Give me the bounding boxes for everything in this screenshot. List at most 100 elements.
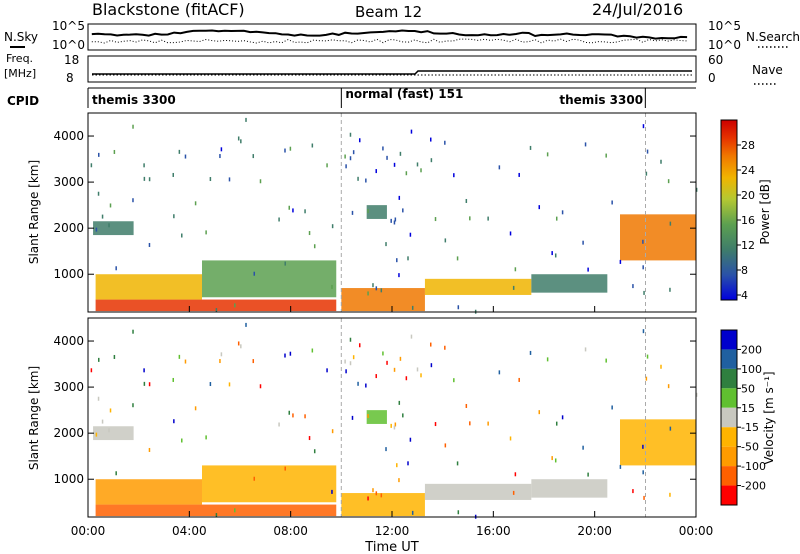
power-echo-region-7 xyxy=(366,205,387,219)
power-cbar-tick-label: 28 xyxy=(741,139,755,152)
power-cbar-tick-label: 16 xyxy=(741,214,755,227)
power-scatter-echo xyxy=(240,139,242,144)
velocity-scatter-echo xyxy=(284,466,286,471)
velocity-scatter-echo xyxy=(326,368,328,373)
power-scatter-echo xyxy=(619,259,622,264)
power-echo-region-8 xyxy=(620,214,696,261)
power-scatter-echo xyxy=(584,142,587,147)
power-scatter-echo xyxy=(498,165,501,170)
velocity-echo-region-4 xyxy=(341,493,425,517)
power-scatter-echo xyxy=(109,203,112,208)
power-scatter-echo xyxy=(284,261,286,266)
velocity-scatter-echo xyxy=(173,419,175,424)
velocity-scatter-echo xyxy=(529,350,532,355)
power-scatter-echo xyxy=(288,205,291,210)
power-scatter-echo xyxy=(512,285,515,290)
power-scatter-echo xyxy=(561,210,564,215)
velocity-scatter-echo xyxy=(108,428,110,433)
freq-tick-left-top: 18 xyxy=(64,53,79,67)
velocity-scatter-echo xyxy=(352,355,355,360)
velocity-scatter-echo xyxy=(252,359,255,364)
power-scatter-echo xyxy=(642,124,645,129)
power-cbar-tick-label: 12 xyxy=(741,239,755,252)
freq-tick-left-bottom: 8 xyxy=(66,71,74,85)
velocity-scatter-echo xyxy=(551,456,553,461)
velocity-scatter-echo xyxy=(660,364,662,369)
time-tick-label: 00:00 xyxy=(679,524,714,538)
velocity-scatter-echo xyxy=(444,345,446,350)
velocity-scatter-echo xyxy=(605,358,607,363)
power-scatter-echo xyxy=(399,151,402,156)
power-scatter-echo xyxy=(465,198,468,203)
velocity-echo-region-3 xyxy=(93,426,134,441)
power-scatter-echo xyxy=(554,253,557,258)
power-scatter-echo xyxy=(326,163,328,168)
velocity-scatter-echo xyxy=(398,478,400,483)
time-tick-label: 00:00 xyxy=(71,524,106,538)
time-tick-label: 08:00 xyxy=(273,524,308,538)
power-echo-region-1 xyxy=(95,274,202,300)
power-scatter-echo xyxy=(457,305,460,310)
velocity-echo-region-5 xyxy=(424,483,532,500)
velocity-echo-region-7 xyxy=(366,410,387,424)
power-scatter-echo xyxy=(538,205,541,210)
velocity-scatter-echo xyxy=(181,438,183,443)
power-scatter-echo xyxy=(611,200,613,205)
velocity-scatter-echo xyxy=(184,359,187,364)
velocity-scatter-echo xyxy=(669,492,671,497)
power-scatter-echo xyxy=(172,172,174,177)
power-scatter-echo xyxy=(292,208,294,213)
power-scatter-echo xyxy=(143,163,145,168)
velocity-scatter-echo xyxy=(669,426,672,431)
velocity-cbar-cell xyxy=(721,466,737,486)
power-scatter-echo xyxy=(331,224,334,229)
power-scatter-echo xyxy=(393,220,396,225)
velocity-scatter-echo xyxy=(178,354,181,359)
power-scatter-echo xyxy=(398,273,400,278)
power-scatter-echo xyxy=(245,117,247,122)
velocity-scatter-echo xyxy=(643,495,645,500)
velocity-scatter-echo xyxy=(411,510,414,515)
velocity-scatter-echo xyxy=(278,422,280,427)
velocity-scatter-echo xyxy=(375,491,378,496)
velocity-cbar-tick-label: -15 xyxy=(741,421,759,434)
velocity-scatter-echo xyxy=(98,357,100,362)
power-scatter-echo xyxy=(390,218,392,223)
velocity-scatter-echo xyxy=(410,334,413,339)
velocity-scatter-echo xyxy=(393,425,396,430)
power-scatter-echo xyxy=(259,179,262,184)
power-scatter-echo xyxy=(178,149,181,154)
velocity-scatter-echo xyxy=(234,508,236,513)
power-scatter-echo xyxy=(529,145,532,150)
power-scatter-echo xyxy=(367,209,369,214)
velocity-scatter-echo xyxy=(284,353,286,358)
velocity-scatter-echo xyxy=(398,400,401,405)
nsky-label: N.Sky xyxy=(4,30,38,44)
velocity-scatter-echo xyxy=(220,352,223,357)
velocity-echo-region-1 xyxy=(95,479,202,505)
power-scatter-echo xyxy=(642,265,644,270)
velocity-cbar-tick-label: -200 xyxy=(741,480,766,493)
velocity-cbar-tick-label: -100 xyxy=(741,460,766,473)
velocity-panel: 1000 2000 3000 4000 Slant Range [km] 200 100… xyxy=(27,317,776,519)
power-scatter-echo xyxy=(555,216,558,221)
velocity-scatter-echo xyxy=(349,337,352,342)
velocity-scatter-echo xyxy=(172,377,174,382)
power-scatter-echo xyxy=(380,288,383,293)
power-scatter-echo xyxy=(132,124,134,129)
power-scatter-echo xyxy=(456,256,459,261)
nave-label: Nave xyxy=(752,63,783,77)
power-cbar-label: Power [dB] xyxy=(758,179,772,244)
power-ylabel: Slant Range [km] xyxy=(27,160,41,264)
power-scatter-echo xyxy=(357,176,359,181)
velocity-scatter-echo xyxy=(429,342,432,347)
power-scatter-echo xyxy=(215,308,218,313)
velocity-scatter-echo xyxy=(667,384,670,389)
power-scatter-echo xyxy=(331,284,333,289)
velocity-scatter-echo xyxy=(587,472,589,477)
velocity-ylabel: Slant Range [km] xyxy=(27,366,41,470)
power-scatter-echo xyxy=(420,168,422,173)
power-scatter-echo xyxy=(234,303,236,308)
cpid-label: CPID xyxy=(7,94,39,108)
